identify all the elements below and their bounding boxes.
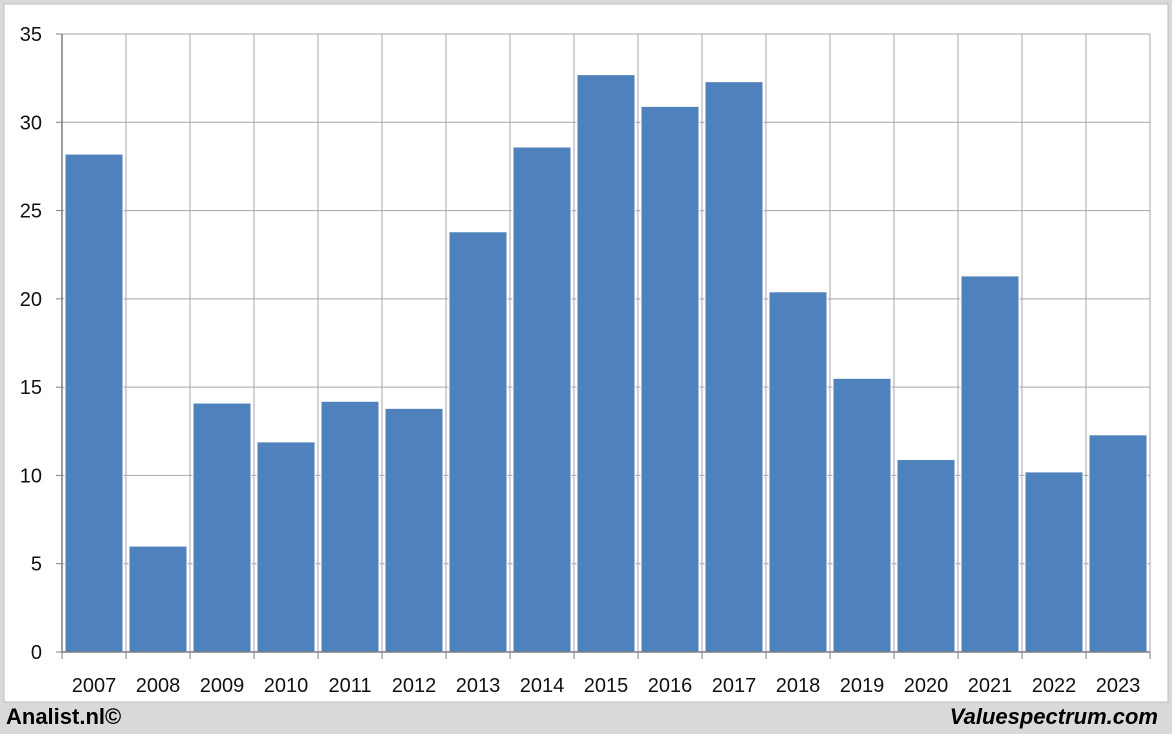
x-tick-label: 2009 (200, 675, 245, 697)
y-tick-label: 20 (20, 289, 42, 311)
bar-2022 (1024, 471, 1084, 653)
x-tick-label: 2012 (392, 675, 437, 697)
bar-2010 (256, 441, 316, 653)
bar-2012 (384, 407, 444, 653)
y-tick-label: 0 (31, 642, 42, 664)
bar-2016 (640, 105, 700, 653)
bar-2008 (128, 545, 188, 653)
x-tick-label: 2014 (520, 675, 565, 697)
bar-2011 (320, 400, 380, 653)
y-tick-label: 15 (20, 377, 42, 399)
x-tick-label: 2008 (136, 675, 181, 697)
bar-2019 (832, 377, 892, 653)
bar-2015 (576, 74, 636, 653)
x-tick-label: 2010 (264, 675, 309, 697)
y-tick-label: 35 (20, 24, 42, 46)
x-tick-label: 2013 (456, 675, 501, 697)
y-tick-labels: 0 5 10 15 20 25 30 35 (20, 24, 42, 664)
y-tick-label: 10 (20, 465, 42, 487)
x-tick-label: 2007 (72, 675, 117, 697)
bar-2017 (704, 81, 764, 653)
x-tick-label: 2019 (840, 675, 885, 697)
x-tick-label: 2017 (712, 675, 757, 697)
bar-2009 (192, 402, 252, 653)
x-tick-label: 2023 (1096, 675, 1141, 697)
x-tick-label: 2016 (648, 675, 693, 697)
x-tick-label: 2018 (776, 675, 821, 697)
x-tick-label: 2015 (584, 675, 629, 697)
x-tick-label: 2020 (904, 675, 949, 697)
y-tick-label: 30 (20, 112, 42, 134)
bar-2014 (512, 146, 572, 653)
y-tick-label: 25 (20, 201, 42, 223)
x-tick-label: 2011 (328, 675, 371, 697)
source-label-left: Analist.nl© (6, 704, 122, 729)
x-tick-label: 2021 (968, 675, 1013, 697)
bar-2007 (64, 153, 124, 653)
bar-2023 (1088, 434, 1148, 653)
source-label-right: Valuespectrum.com (949, 704, 1158, 729)
bars (64, 74, 1148, 653)
x-tick-label: 2022 (1032, 675, 1077, 697)
axes (56, 33, 1151, 659)
bar-2013 (448, 231, 508, 653)
bar-2020 (896, 459, 956, 653)
y-tick-label: 5 (31, 554, 42, 576)
bar-2018 (768, 291, 828, 653)
bar-2021 (960, 275, 1020, 653)
x-tick-labels: 2007 2008 2009 2010 2011 2012 2013 2014 2015 2016… (72, 675, 1141, 697)
